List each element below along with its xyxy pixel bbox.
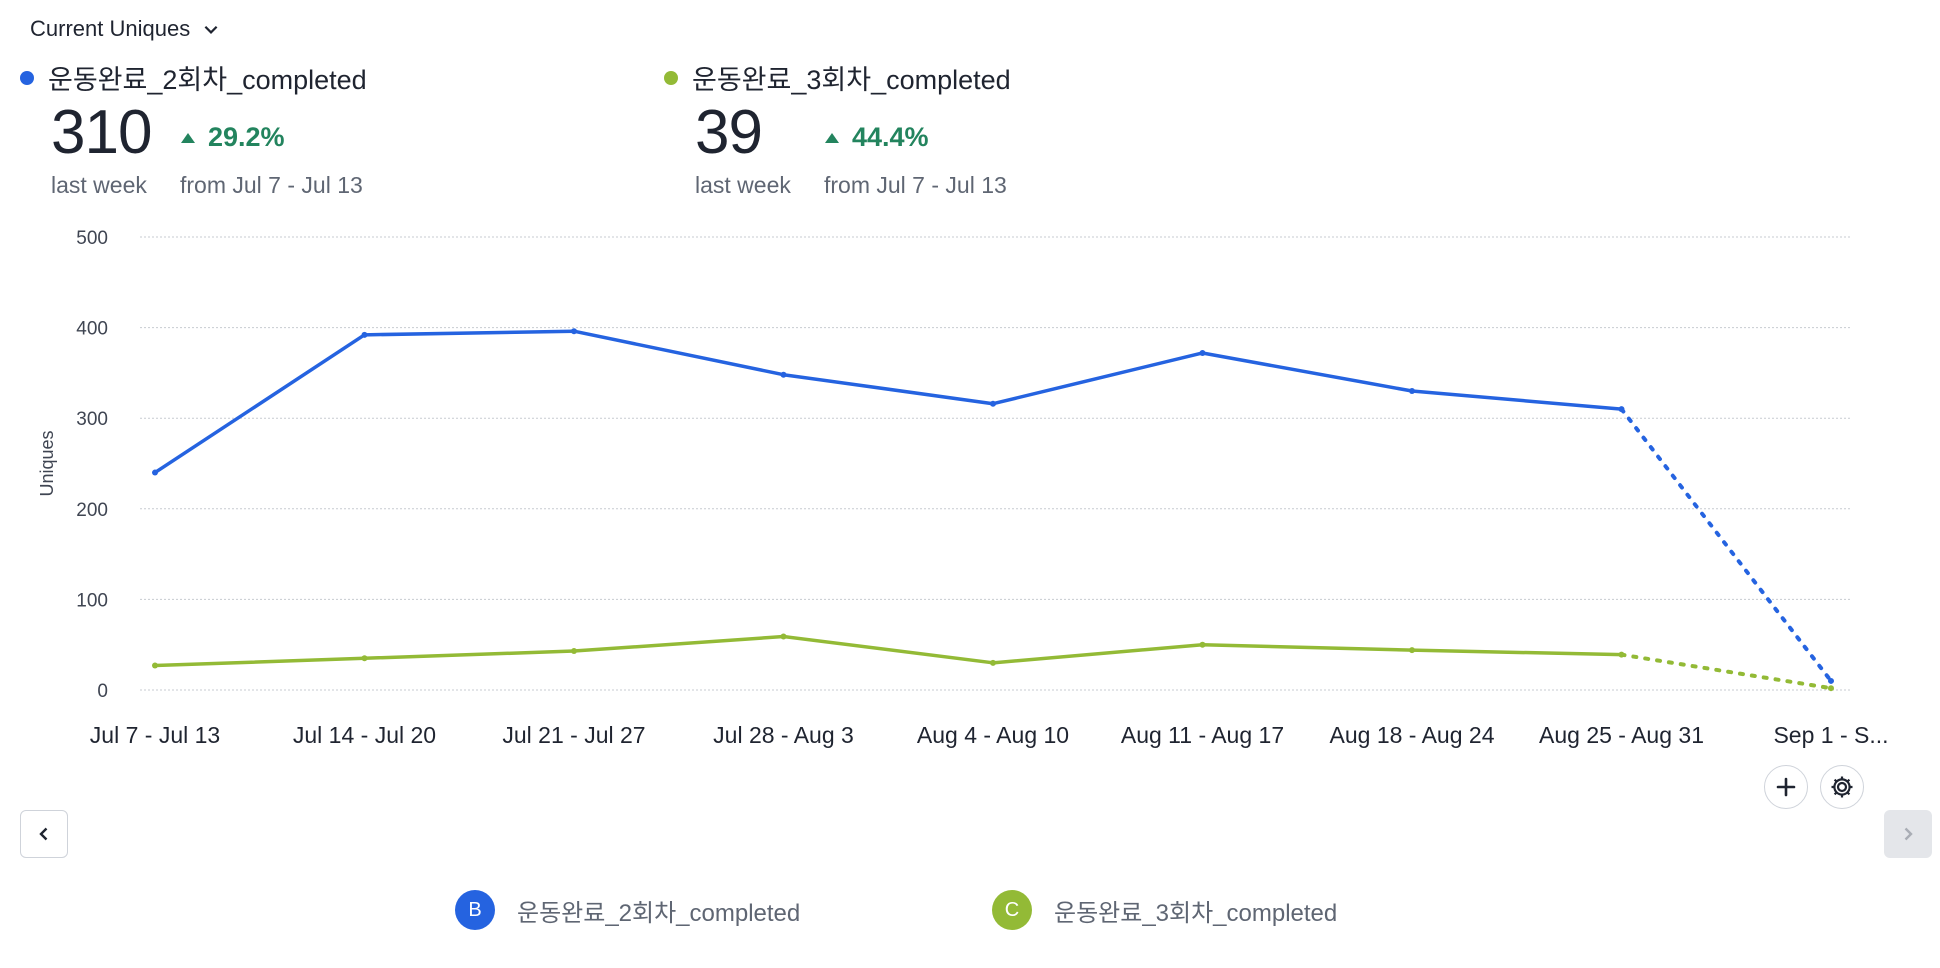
- x-tick-label: Jul 7 - Jul 13: [90, 722, 220, 748]
- summary-c-delta: 44.4%: [824, 122, 929, 153]
- chevron-right-icon: [1904, 827, 1913, 841]
- data-point: [780, 371, 787, 378]
- x-tick-label: Aug 4 - Aug 10: [917, 722, 1069, 748]
- y-tick-label: 0: [97, 681, 108, 702]
- legend-label-b: 운동완료_2회차_completed: [517, 899, 801, 927]
- x-tick-label: Sep 1 - S...: [1773, 722, 1888, 748]
- series-c-dot: [664, 70, 678, 85]
- data-point: [152, 662, 158, 669]
- metric-selector-label: Current Uniques: [30, 16, 191, 41]
- chevron-down-icon: [204, 25, 218, 34]
- y-tick-label: 300: [76, 409, 108, 430]
- x-tick-label: Aug 11 - Aug 17: [1121, 722, 1284, 748]
- data-point: [1409, 647, 1415, 654]
- add-button[interactable]: [1764, 765, 1808, 809]
- data-point: [1409, 388, 1415, 395]
- legend-badge-b: B: [455, 890, 495, 930]
- data-point: [1828, 685, 1834, 692]
- data-point: [1828, 677, 1834, 684]
- gear-icon: [1831, 776, 1853, 798]
- series-incomplete-line-b: [1619, 407, 1833, 683]
- summary-c-value: 39: [695, 98, 763, 167]
- summary-card-b: 운동완료_2회차_completed 310 29.2% last week f…: [20, 58, 367, 198]
- data-point: [361, 655, 368, 662]
- x-tick-label: Jul 14 - Jul 20: [293, 722, 436, 748]
- summary-b-value: 310: [51, 98, 152, 167]
- data-point: [990, 400, 996, 407]
- metric-selector[interactable]: Current Uniques: [30, 12, 220, 46]
- data-point: [571, 648, 577, 655]
- y-axis-title: Uniques: [37, 430, 57, 496]
- summary-b-caption: last week: [51, 172, 147, 198]
- legend-badge-c: C: [992, 890, 1032, 930]
- series-line-b: [153, 329, 1624, 475]
- y-tick-label: 200: [76, 500, 108, 521]
- summary-card-c: 운동완료_3회차_completed 39 44.4% last week fr…: [664, 58, 1011, 198]
- legend-label-c: 운동완료_3회차_completed: [1054, 899, 1338, 927]
- summary-c-delta-value: 44.4%: [852, 122, 929, 152]
- summary-b-delta: 29.2%: [180, 122, 285, 153]
- y-tick-label: 500: [76, 228, 108, 249]
- y-tick-label: 400: [76, 319, 108, 340]
- data-point: [1618, 406, 1625, 413]
- series-line-c: [153, 634, 1624, 668]
- x-tick-label: Jul 28 - Aug 3: [713, 722, 854, 748]
- chart-settings-button[interactable]: [1820, 765, 1864, 809]
- triangle-up-icon: [181, 132, 195, 143]
- summary-b-period: from Jul 7 - Jul 13: [180, 172, 363, 198]
- y-tick-label: 100: [76, 590, 108, 611]
- plus-icon: [1776, 777, 1796, 797]
- x-tick-label: Jul 21 - Jul 27: [502, 722, 645, 748]
- legend-item-b[interactable]: B 운동완료_2회차_completed: [455, 890, 800, 930]
- previous-page-button[interactable]: [20, 810, 68, 858]
- data-point: [361, 331, 368, 338]
- summary-c-period: from Jul 7 - Jul 13: [824, 172, 1007, 198]
- summary-b-delta-value: 29.2%: [208, 122, 285, 152]
- triangle-up-icon: [825, 132, 839, 143]
- data-point: [152, 469, 158, 476]
- data-point: [1199, 349, 1206, 356]
- x-tick-label: Aug 18 - Aug 24: [1330, 722, 1495, 748]
- data-point: [780, 633, 787, 640]
- data-point: [990, 659, 996, 666]
- summary-c-name: 운동완료_3회차_completed: [692, 65, 1011, 95]
- next-page-button[interactable]: [1884, 810, 1932, 858]
- summary-b-name: 운동완료_2회차_completed: [48, 65, 367, 95]
- data-point: [1618, 651, 1625, 658]
- legend-item-c[interactable]: C 운동완료_3회차_completed: [992, 890, 1337, 930]
- data-point: [1199, 641, 1206, 648]
- series-b-dot: [20, 70, 34, 85]
- x-tick-label: Aug 25 - Aug 31: [1539, 722, 1704, 748]
- chevron-left-icon: [39, 827, 48, 841]
- summary-c-caption: last week: [695, 172, 791, 198]
- data-point: [571, 328, 577, 335]
- series-incomplete-line-c: [1619, 652, 1833, 691]
